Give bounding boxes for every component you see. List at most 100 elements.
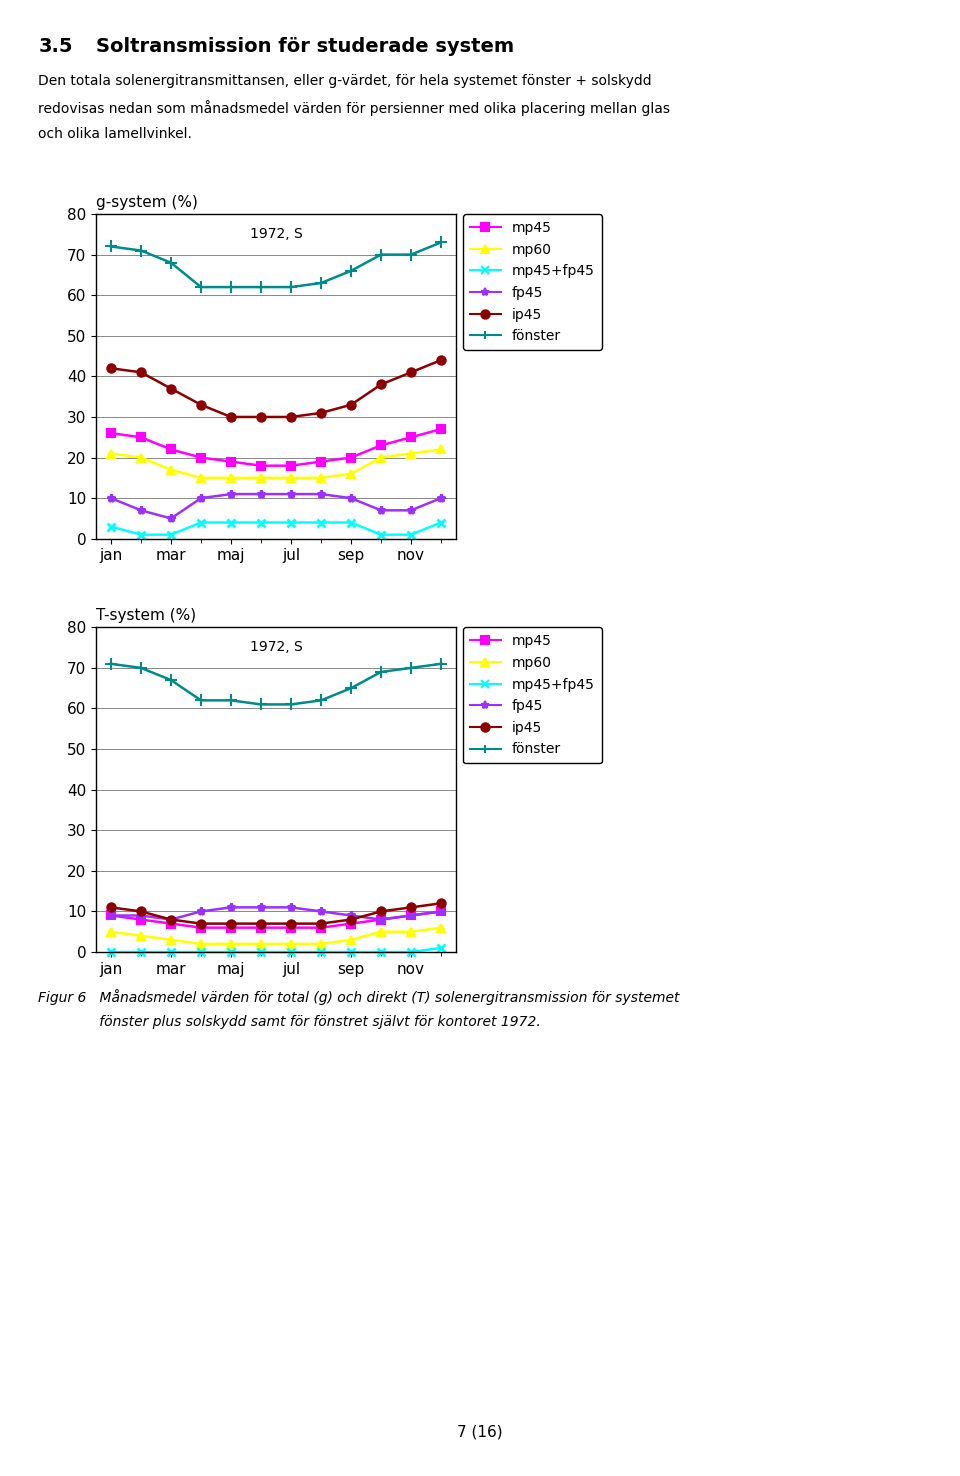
ip45 [135, 902, 147, 921]
mp60 [106, 444, 117, 462]
mp45 [405, 906, 417, 924]
fönster [226, 277, 237, 295]
mp45 [435, 421, 446, 438]
Text: 1972, S: 1972, S [250, 641, 302, 654]
fp45 [165, 911, 177, 928]
fönster [405, 658, 417, 676]
Line: mp45+fp45: mp45+fp45 [107, 943, 445, 956]
mp45+fp45 [405, 943, 417, 961]
mp45+fp45 [165, 943, 177, 961]
ip45 [165, 379, 177, 397]
fönster [346, 679, 357, 697]
fp45 [106, 906, 117, 924]
fönster [165, 672, 177, 689]
ip45 [285, 407, 297, 425]
Text: Soltransmission för studerade system: Soltransmission för studerade system [96, 37, 515, 56]
fönster [435, 233, 446, 251]
mp45+fp45 [375, 943, 387, 961]
mp45 [195, 449, 206, 466]
fönster [315, 691, 326, 710]
fp45 [405, 502, 417, 520]
mp60 [315, 469, 326, 487]
fp45 [315, 486, 326, 503]
Text: Figur 6   Månadsmedel värden för total (g) och direkt (T) solenergitransmission : Figur 6 Månadsmedel värden för total (g)… [38, 989, 680, 1005]
mp45+fp45 [165, 525, 177, 543]
mp60 [405, 444, 417, 462]
Line: mp60: mp60 [107, 924, 445, 948]
mp60 [226, 936, 237, 953]
mp45+fp45 [315, 514, 326, 531]
ip45 [346, 911, 357, 928]
ip45 [405, 363, 417, 381]
mp45+fp45 [346, 514, 357, 531]
fp45 [435, 490, 446, 508]
mp45+fp45 [135, 525, 147, 543]
Text: fönster plus solskydd samt för fönstret självt för kontoret 1972.: fönster plus solskydd samt för fönstret … [38, 1015, 541, 1029]
ip45 [405, 899, 417, 917]
mp60 [165, 461, 177, 478]
mp45+fp45 [435, 514, 446, 531]
mp45+fp45 [285, 514, 297, 531]
mp45+fp45 [346, 943, 357, 961]
mp45+fp45 [195, 514, 206, 531]
mp45 [255, 918, 267, 936]
mp45 [315, 453, 326, 471]
fp45 [135, 502, 147, 520]
fp45 [165, 509, 177, 527]
fp45 [135, 906, 147, 924]
mp45+fp45 [255, 943, 267, 961]
Line: fönster: fönster [106, 236, 446, 292]
fönster [195, 277, 206, 295]
ip45 [226, 915, 237, 933]
fp45 [255, 899, 267, 917]
mp45 [226, 918, 237, 936]
mp45 [375, 437, 387, 455]
Line: ip45: ip45 [107, 899, 445, 928]
mp45+fp45 [226, 943, 237, 961]
fönster [375, 663, 387, 680]
fp45 [375, 911, 387, 928]
mp60 [346, 465, 357, 483]
ip45 [135, 363, 147, 381]
mp45+fp45 [135, 943, 147, 961]
Text: T-system (%): T-system (%) [96, 608, 196, 623]
mp45 [346, 449, 357, 466]
Line: fönster: fönster [106, 658, 446, 710]
mp45 [285, 918, 297, 936]
mp45+fp45 [375, 525, 387, 543]
mp45 [165, 440, 177, 458]
mp45 [405, 428, 417, 446]
fönster [165, 254, 177, 272]
mp60 [435, 918, 446, 936]
Line: fp45: fp45 [107, 903, 445, 924]
fp45 [346, 490, 357, 508]
ip45 [435, 351, 446, 369]
mp60 [435, 440, 446, 458]
mp45+fp45 [106, 518, 117, 536]
mp60 [405, 922, 417, 940]
mp45 [285, 458, 297, 475]
ip45 [346, 396, 357, 413]
mp60 [255, 469, 267, 487]
mp45 [226, 453, 237, 471]
fp45 [346, 906, 357, 924]
ip45 [285, 915, 297, 933]
fp45 [106, 490, 117, 508]
fönster [135, 242, 147, 260]
mp60 [285, 469, 297, 487]
ip45 [315, 404, 326, 422]
Text: g-system (%): g-system (%) [96, 195, 198, 210]
ip45 [315, 915, 326, 933]
fönster [255, 695, 267, 713]
Text: Den totala solenergitransmittansen, eller g-värdet, för hela systemet fönster + : Den totala solenergitransmittansen, elle… [38, 74, 652, 87]
mp60 [226, 469, 237, 487]
ip45 [195, 915, 206, 933]
fp45 [315, 902, 326, 921]
fp45 [435, 902, 446, 921]
fp45 [226, 486, 237, 503]
mp60 [375, 922, 387, 940]
fp45 [226, 899, 237, 917]
fp45 [195, 490, 206, 508]
Line: mp45+fp45: mp45+fp45 [107, 518, 445, 539]
mp45 [346, 915, 357, 933]
